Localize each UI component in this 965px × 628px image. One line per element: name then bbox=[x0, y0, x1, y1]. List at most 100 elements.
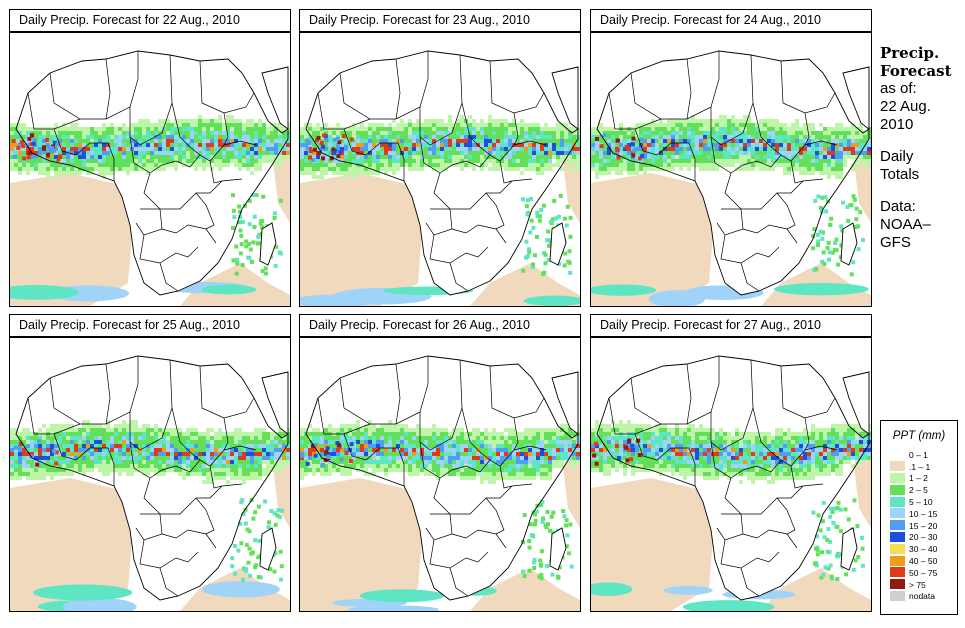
southern-ocean-rain bbox=[347, 605, 440, 611]
country-border bbox=[461, 407, 491, 461]
country-border bbox=[429, 539, 489, 569]
dry-ocean-area bbox=[10, 478, 132, 611]
country-border bbox=[317, 397, 371, 435]
date-line2: 2010 bbox=[880, 116, 914, 133]
side-info: Precip. Forecast as of: 22 Aug. 2010 Dai… bbox=[880, 44, 965, 252]
country-border bbox=[776, 497, 796, 535]
legend-swatch bbox=[890, 461, 905, 473]
coastal-heavy-rain bbox=[14, 439, 59, 467]
country-border bbox=[608, 92, 662, 130]
southern-ocean-rain bbox=[33, 584, 133, 601]
coastline bbox=[596, 355, 870, 601]
africa-map bbox=[10, 50, 290, 306]
forecast-map bbox=[9, 337, 291, 612]
panel-title: Daily Precip. Forecast for 24 Aug., 2010 bbox=[590, 9, 872, 32]
country-border bbox=[742, 529, 798, 549]
southern-ocean-rain bbox=[359, 589, 445, 603]
southern-ocean-rain bbox=[591, 582, 633, 597]
country-border bbox=[223, 112, 229, 146]
coastline bbox=[596, 50, 870, 296]
country-border bbox=[742, 224, 798, 244]
africa-map bbox=[300, 50, 580, 306]
totals-line1: Daily bbox=[880, 148, 914, 165]
country-border bbox=[143, 477, 243, 515]
coastline bbox=[305, 50, 579, 296]
country-border bbox=[634, 433, 696, 486]
forecast-map bbox=[590, 32, 872, 307]
country-border bbox=[720, 234, 780, 264]
country-border bbox=[419, 54, 463, 146]
country-border bbox=[129, 54, 173, 146]
country-border bbox=[395, 363, 401, 425]
country-border bbox=[161, 224, 217, 244]
arabian-peninsula bbox=[551, 66, 579, 130]
country-border bbox=[634, 128, 696, 181]
legend-label: 40 – 50 bbox=[909, 556, 938, 567]
southern-ocean-rain bbox=[773, 283, 869, 296]
legend-label: .1 – 1 bbox=[909, 461, 931, 472]
legend-swatch bbox=[890, 579, 905, 591]
madagascar bbox=[549, 222, 567, 266]
country-border bbox=[343, 128, 405, 181]
arabian-peninsula bbox=[261, 371, 289, 435]
country-border bbox=[343, 433, 405, 486]
madagascar bbox=[259, 222, 277, 266]
madagascar bbox=[549, 527, 567, 571]
country-border bbox=[710, 136, 838, 174]
country-border bbox=[223, 417, 229, 451]
legend-label: 30 – 40 bbox=[909, 544, 938, 555]
dry-ocean-area bbox=[853, 448, 871, 528]
coastline bbox=[15, 50, 289, 296]
country-border bbox=[129, 441, 257, 479]
country-border bbox=[171, 102, 201, 156]
country-border bbox=[53, 433, 115, 486]
legend-item: 5 – 10 bbox=[881, 496, 957, 508]
africa-map bbox=[300, 355, 580, 611]
legend-item: nodata bbox=[881, 590, 957, 603]
country-border bbox=[129, 136, 257, 174]
africa-land bbox=[597, 51, 869, 295]
africa-map bbox=[591, 355, 871, 611]
legend-swatch bbox=[890, 531, 905, 543]
side-title-line1: Precip. bbox=[880, 44, 940, 62]
country-border bbox=[485, 497, 505, 535]
country-border bbox=[720, 539, 780, 569]
southern-ocean-rain bbox=[591, 284, 657, 296]
legend-item: 40 – 50 bbox=[881, 555, 957, 567]
country-border bbox=[161, 529, 217, 549]
coastal-heavy-rain bbox=[305, 133, 354, 162]
legend-swatch bbox=[890, 449, 905, 461]
legend-label: 2 – 5 bbox=[909, 485, 928, 496]
legend-swatch bbox=[890, 555, 905, 567]
coastline bbox=[15, 355, 289, 601]
country-border bbox=[105, 58, 111, 120]
country-border bbox=[209, 160, 223, 184]
country-border bbox=[209, 465, 223, 489]
country-border bbox=[608, 397, 662, 435]
legend-title: PPT (mm) bbox=[892, 430, 946, 442]
country-border bbox=[724, 477, 824, 515]
legend-swatch bbox=[890, 472, 905, 484]
country-border bbox=[105, 363, 111, 425]
panel-title: Daily Precip. Forecast for 27 Aug., 2010 bbox=[590, 314, 872, 337]
africa-land bbox=[306, 51, 578, 295]
legend-label: 0 – 1 bbox=[909, 449, 928, 460]
legend-item: 15 – 20 bbox=[881, 520, 957, 532]
dry-ocean-area bbox=[761, 568, 871, 611]
southern-ocean-rain bbox=[648, 290, 706, 306]
country-border bbox=[433, 172, 533, 210]
southern-ocean-rain bbox=[682, 600, 775, 611]
country-border bbox=[27, 397, 81, 435]
precip-cells bbox=[300, 115, 580, 276]
panel-title: Daily Precip. Forecast for 26 Aug., 2010 bbox=[299, 314, 581, 337]
country-border bbox=[513, 417, 519, 451]
side-title-line2: Forecast bbox=[880, 62, 952, 80]
legend-swatch bbox=[890, 520, 905, 532]
country-border bbox=[790, 160, 804, 184]
legend-label: > 75 bbox=[909, 579, 926, 590]
country-border bbox=[159, 567, 179, 597]
country-border bbox=[139, 234, 199, 264]
coastline bbox=[305, 355, 579, 601]
legend-label: 15 – 20 bbox=[909, 520, 938, 531]
